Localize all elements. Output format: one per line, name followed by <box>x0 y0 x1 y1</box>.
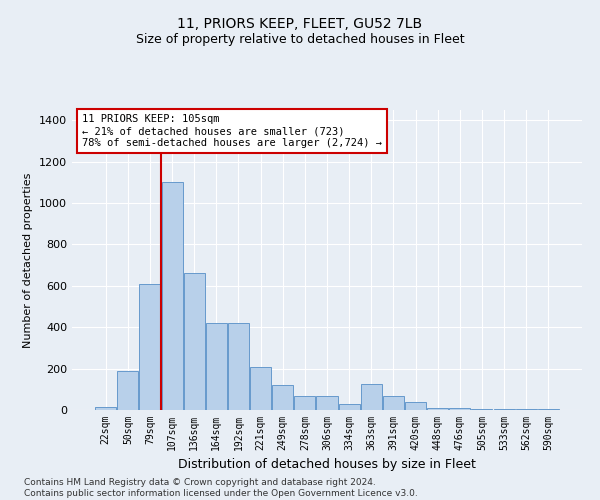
Bar <box>449 408 470 410</box>
Bar <box>295 396 316 410</box>
Bar <box>515 409 536 410</box>
Bar <box>95 407 116 410</box>
X-axis label: Distribution of detached houses by size in Fleet: Distribution of detached houses by size … <box>178 458 476 471</box>
Bar <box>184 274 205 410</box>
Y-axis label: Number of detached properties: Number of detached properties <box>23 172 34 348</box>
Bar <box>338 404 359 410</box>
Bar <box>118 370 139 410</box>
Bar <box>405 402 426 410</box>
Bar <box>427 408 448 410</box>
Bar <box>383 396 404 410</box>
Bar <box>139 284 160 410</box>
Text: Size of property relative to detached houses in Fleet: Size of property relative to detached ho… <box>136 32 464 46</box>
Bar <box>250 366 271 410</box>
Bar <box>538 409 559 410</box>
Bar <box>272 385 293 410</box>
Bar <box>206 323 227 410</box>
Bar <box>316 396 338 410</box>
Bar <box>361 384 382 410</box>
Bar <box>472 409 493 410</box>
Bar <box>161 182 182 410</box>
Text: 11 PRIORS KEEP: 105sqm
← 21% of detached houses are smaller (723)
78% of semi-de: 11 PRIORS KEEP: 105sqm ← 21% of detached… <box>82 114 382 148</box>
Bar <box>228 323 249 410</box>
Text: Contains HM Land Registry data © Crown copyright and database right 2024.
Contai: Contains HM Land Registry data © Crown c… <box>24 478 418 498</box>
Bar <box>494 409 515 410</box>
Text: 11, PRIORS KEEP, FLEET, GU52 7LB: 11, PRIORS KEEP, FLEET, GU52 7LB <box>178 18 422 32</box>
